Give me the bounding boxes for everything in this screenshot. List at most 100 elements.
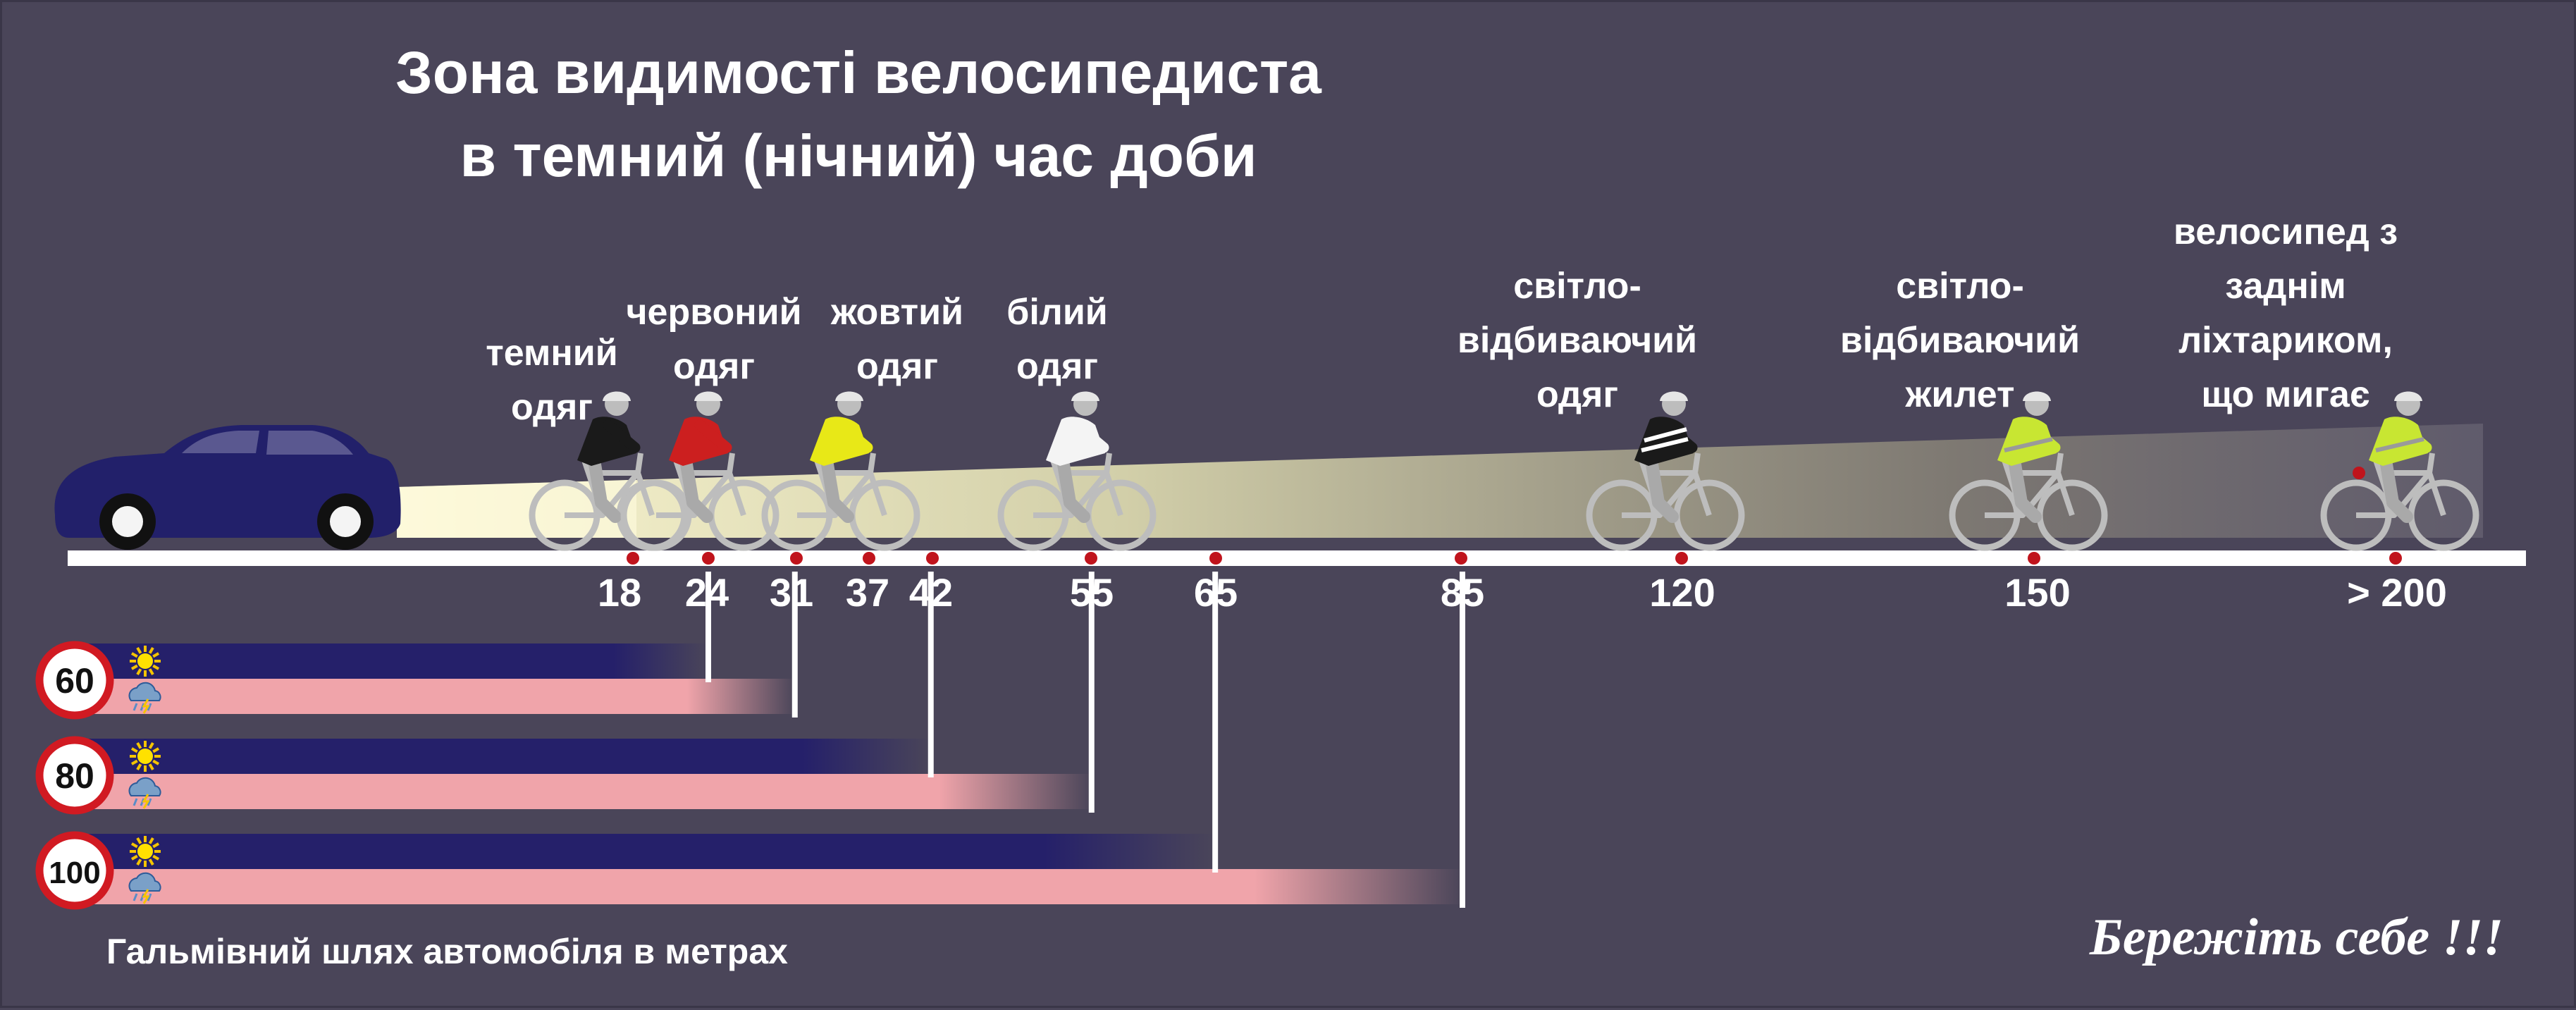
rain-cloud-icon [128,872,161,904]
cyclist-helmet [694,391,722,401]
cyclist-4 [1586,391,1745,551]
cyclist-bike-frame [1033,452,1123,518]
wet-braking-bar [75,869,1462,904]
distance-marker [790,552,803,565]
braking-row-60: 60 [35,572,798,720]
cyclist-label-yellow: жовтий одяг [830,292,964,387]
distance-marker [1209,552,1222,565]
cyclist-arm [1071,419,1109,453]
speed-limit-sign-icon: 100 [35,831,114,910]
sun-icon [130,741,161,772]
distance-tick-37: 37 [845,570,890,615]
cyclist-2 [761,391,920,551]
distance-marker [1085,552,1097,565]
cyclist-jacket [1046,417,1105,466]
cyclist-leg [2008,454,2042,523]
cyclist-leg [588,454,622,523]
cyclist-bike-frame [1622,452,1712,518]
cyclist-label-dark: темний одяг [486,333,618,428]
distance-marker [2389,552,2402,565]
distance-tick-42: 42 [908,570,954,615]
dry-braking-bar [75,643,708,679]
cyclist-jacket [577,417,636,466]
car-window-front [182,431,259,453]
title-line-2: в темний (нічний) час доби [460,123,1257,189]
rain-cloud-icon [128,777,161,809]
sun-icon [130,646,161,677]
cyclist-label-white: білий одяг [1006,292,1108,387]
cyclist-label-red: червоний одяг [626,292,802,387]
headlight-beam-core [397,480,636,538]
cyclist-5 [1949,391,2108,551]
distance-tick-31: 31 [769,570,814,615]
cyclist-leg [1056,454,1090,523]
distance-tick-55: 55 [1069,570,1114,615]
reflective-stripes [1641,427,1689,452]
cyclist-label-reflective-vest: світло-відбиваючий жилет [1839,266,2081,415]
cyclist-leg [1645,454,1679,523]
wet-braking-bar [75,679,795,714]
speed-limit-sign-icon: 60 [35,641,114,720]
braking-row-80: 80 [35,572,1095,815]
distance-marker [702,552,715,565]
sun-icon [130,836,161,867]
rain-cloud-icon [128,682,161,714]
speed-limit-value: 60 [55,661,94,701]
cyclist-arm [2394,419,2432,453]
cyclist-helmet [1071,391,1099,401]
vest-stripe [2375,437,2424,452]
braking-caption: Гальмівний шлях автомобіля в метрах [106,932,788,971]
cyclist-label-rear-light: велосипед з заднім ліхтариком, що мигає [2173,211,2398,415]
cyclist-arm [694,419,732,453]
cyclist-leg [679,454,713,523]
cyclist-bike-frame [656,452,746,518]
cyclist-bike-frame [565,452,655,518]
distance-tick-18: 18 [597,570,642,615]
distance-tick-120: 120 [1649,570,1715,615]
distance-marker [2028,552,2040,565]
cyclist-6 [2320,391,2479,551]
cyclist-label-reflective-clothes: світло-відбиваючий одяг [1457,266,1698,415]
cyclist-arm [2023,419,2061,453]
vest-stripe [2004,437,2053,452]
cyclist-3 [997,391,1157,551]
cyclist-jacket [669,417,728,466]
cyclist-1 [620,391,779,551]
cyclist-helmet [835,391,863,401]
distance-tick-65: 65 [1193,570,1238,615]
braking-row-100: 100 [35,572,1465,910]
cyclist-helmet [2023,391,2051,401]
distance-tick-24: 24 [684,570,729,615]
cyclist-jacket [1997,417,2057,466]
cyclist-jacket [810,417,869,466]
slogan: Бережіть себе !!! [2089,909,2503,966]
title-line-1: Зона видимості велосипедиста [395,39,1321,106]
car-window-rear [266,431,353,455]
cyclist-arm [1660,419,1698,453]
speed-limit-value: 80 [55,756,94,796]
speed-limit-value: 100 [49,856,100,890]
rear-light-icon [2353,467,2365,479]
cyclist-helmet [603,391,631,401]
cyclist-arm [835,419,873,453]
cyclist-jacket [2369,417,2428,466]
cyclist-jacket [1634,417,1694,466]
cyclist-leg [820,454,854,523]
distance-marker [863,552,875,565]
cyclist-bike-frame [2356,452,2446,518]
distance-tick-150: 150 [2004,570,2071,615]
distance-tick-85: 85 [1440,570,1485,615]
dry-braking-bar [75,834,1216,869]
distance-marker [1675,552,1688,565]
cyclist-bike-frame [1985,452,2075,518]
cyclist-leg [2379,454,2413,523]
cyclist-helmet [1660,391,1688,401]
road-line [68,550,2526,566]
distance-tick-over-200: > 200 [2347,570,2447,615]
wet-braking-bar [75,774,1092,809]
distance-marker [627,552,639,565]
distance-marker [1455,552,1467,565]
cyclist-arm [603,419,641,453]
